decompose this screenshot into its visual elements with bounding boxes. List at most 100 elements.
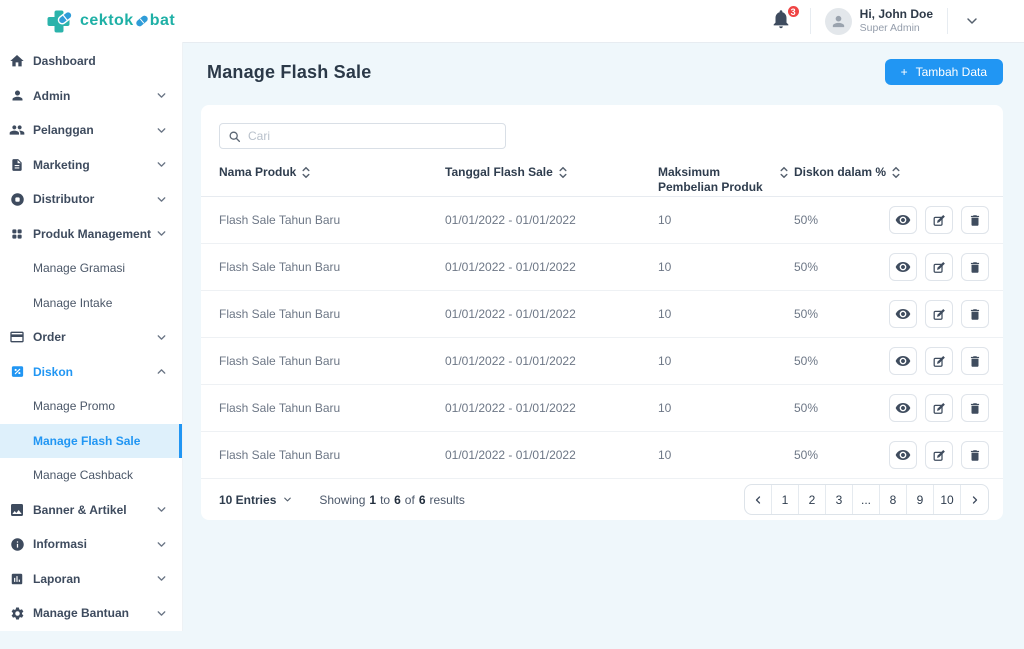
- cell-diskon: 50%: [794, 213, 819, 227]
- column-header-diskon[interactable]: Diskon dalam %: [794, 163, 989, 180]
- edit-icon: [933, 214, 945, 226]
- edit-button[interactable]: [925, 206, 953, 234]
- delete-button[interactable]: [961, 347, 989, 375]
- delete-button[interactable]: [961, 300, 989, 328]
- results-summary: Showing 1 to 6 of 6 results: [319, 493, 464, 507]
- chevron-up-icon: [155, 365, 168, 378]
- credit-card-icon: [9, 329, 25, 345]
- cell-tanggal: 01/01/2022 - 01/01/2022: [445, 307, 576, 321]
- edit-button[interactable]: [925, 253, 953, 281]
- sidebar-subitem-label: Manage Cashback: [33, 468, 134, 483]
- sidebar-item-manage-cashback[interactable]: Manage Cashback: [0, 458, 182, 493]
- summary-total: 6: [418, 492, 426, 507]
- trash-icon: [970, 449, 980, 461]
- cell-diskon: 50%: [794, 354, 819, 368]
- cell-nama-produk: Flash Sale Tahun Baru: [219, 354, 341, 368]
- add-data-button[interactable]: + Tambah Data: [884, 59, 1003, 85]
- sidebar-item-informasi[interactable]: Informasi: [0, 527, 182, 562]
- pagination-page-1[interactable]: 1: [772, 485, 799, 514]
- sort-icon: [559, 166, 567, 179]
- chevron-down-icon: [155, 538, 168, 551]
- brand-word-start: cektok: [80, 12, 134, 29]
- column-header-maksimum-pembelian[interactable]: Maksimum Pembelian Produk: [658, 163, 794, 195]
- sidebar-item-manage-flash-sale[interactable]: Manage Flash Sale: [0, 423, 182, 458]
- chevron-down-icon: [155, 89, 168, 102]
- summary-text: to: [380, 492, 391, 507]
- summary-to: 6: [394, 492, 401, 507]
- entries-dropdown[interactable]: 10 Entries: [219, 493, 293, 507]
- edit-button[interactable]: [925, 441, 953, 469]
- pagination-page-3[interactable]: 3: [826, 485, 853, 514]
- pagination-page-10[interactable]: 10: [934, 485, 961, 514]
- table-row: Flash Sale Tahun Baru 01/01/2022 - 01/01…: [201, 385, 1003, 432]
- discount-ticket-icon: [9, 364, 25, 380]
- pagination-page-9[interactable]: 9: [907, 485, 934, 514]
- cell-tanggal: 01/01/2022 - 01/01/2022: [445, 260, 576, 274]
- entries-label: 10 Entries: [219, 492, 277, 507]
- pagination-next-button[interactable]: [961, 485, 988, 514]
- edit-button[interactable]: [925, 300, 953, 328]
- eye-icon: [895, 356, 911, 366]
- trash-icon: [970, 214, 980, 226]
- sidebar-item-label: Marketing: [33, 157, 90, 172]
- sort-icon: [302, 166, 310, 179]
- edit-button[interactable]: [925, 394, 953, 422]
- sidebar-item-banner-artikel[interactable]: Banner & Artikel: [0, 493, 182, 528]
- people-icon: [9, 122, 25, 138]
- trash-icon: [970, 402, 980, 414]
- sidebar-item-marketing[interactable]: Marketing: [0, 148, 182, 183]
- view-button[interactable]: [889, 206, 917, 234]
- sidebar-item-laporan[interactable]: Laporan: [0, 562, 182, 597]
- sidebar-item-manage-promo[interactable]: Manage Promo: [0, 389, 182, 424]
- view-button[interactable]: [889, 441, 917, 469]
- sidebar-subitem-label: Manage Flash Sale: [33, 433, 141, 448]
- sidebar-item-admin[interactable]: Admin: [0, 79, 182, 114]
- edit-button[interactable]: [925, 347, 953, 375]
- sidebar-item-dashboard[interactable]: Dashboard: [0, 44, 182, 79]
- table-row: Flash Sale Tahun Baru 01/01/2022 - 01/01…: [201, 338, 1003, 385]
- cell-maksimum: 10: [658, 401, 672, 415]
- avatar[interactable]: [824, 7, 852, 35]
- table-card: Nama Produk Tanggal Flash Sale Maksimum …: [201, 105, 1003, 520]
- sidebar-item-manage-gramasi[interactable]: Manage Gramasi: [0, 251, 182, 286]
- view-button[interactable]: [889, 347, 917, 375]
- report-chart-icon: [9, 571, 25, 587]
- circle-target-icon: [9, 191, 25, 207]
- column-header-tanggal-flash-sale[interactable]: Tanggal Flash Sale: [445, 163, 658, 180]
- view-button[interactable]: [889, 253, 917, 281]
- pagination-page-8[interactable]: 8: [880, 485, 907, 514]
- topbar-right: 3 Hi, John Doe Super Admin: [770, 4, 980, 35]
- sidebar-item-manage-bantuan[interactable]: Manage Bantuan: [0, 596, 182, 631]
- pagination-page-2[interactable]: 2: [799, 485, 826, 514]
- sidebar-item-label: Admin: [33, 88, 71, 103]
- column-header-nama-produk[interactable]: Nama Produk: [219, 163, 445, 180]
- user-menu-button[interactable]: [964, 13, 980, 29]
- summary-text: Showing: [319, 492, 366, 507]
- view-button[interactable]: [889, 300, 917, 328]
- sidebar-item-manage-intake[interactable]: Manage Intake: [0, 286, 182, 321]
- sidebar-item-order[interactable]: Order: [0, 320, 182, 355]
- search-icon: [229, 131, 241, 142]
- search-input[interactable]: [248, 129, 497, 143]
- cell-maksimum: 10: [658, 213, 672, 227]
- person-icon: [9, 88, 25, 104]
- delete-button[interactable]: [961, 441, 989, 469]
- delete-button[interactable]: [961, 253, 989, 281]
- view-button[interactable]: [889, 394, 917, 422]
- chevron-right-icon: [972, 495, 977, 504]
- notifications-button[interactable]: 3: [770, 4, 801, 34]
- eye-icon: [895, 309, 911, 319]
- delete-button[interactable]: [961, 394, 989, 422]
- sidebar-item-diskon[interactable]: Diskon: [0, 355, 182, 390]
- sidebar-item-distributor[interactable]: Distributor: [0, 182, 182, 217]
- edit-icon: [933, 402, 945, 414]
- pagination-prev-button[interactable]: [745, 485, 772, 514]
- chevron-down-icon: [155, 227, 168, 240]
- pagination: 1 2 3 ... 8 9 10: [744, 484, 989, 515]
- sidebar-item-produk-management[interactable]: Produk Management: [0, 217, 182, 252]
- summary-from: 1: [369, 492, 377, 507]
- brand-logo[interactable]: cektok bat: [46, 9, 175, 34]
- sidebar-item-pelanggan[interactable]: Pelanggan: [0, 113, 182, 148]
- title-row: Manage Flash Sale + Tambah Data: [201, 59, 1003, 105]
- delete-button[interactable]: [961, 206, 989, 234]
